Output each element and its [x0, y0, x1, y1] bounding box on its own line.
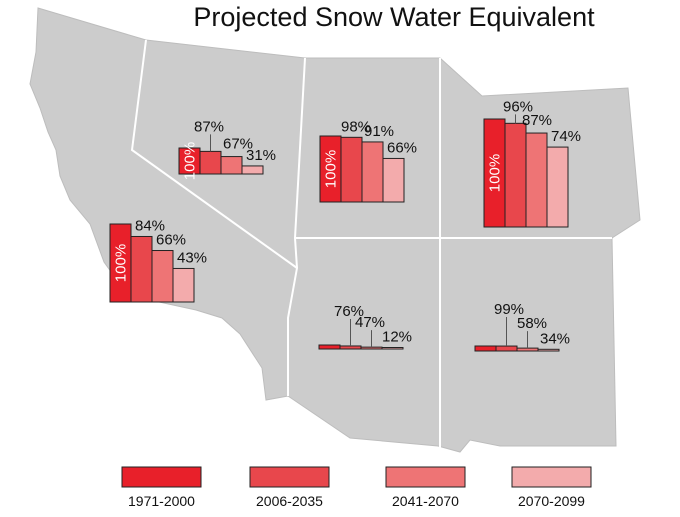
bar-new-mexico-1971-2000	[474, 345, 497, 352]
value-label-northern-rockies-2041-2070: 91%	[364, 123, 394, 140]
legend-label: 2006-2035	[256, 493, 323, 509]
value-label-central-rockies-2006-2035: 96%	[503, 98, 533, 115]
bar-great-basin-2041-2070	[220, 156, 243, 175]
bar-arizona-1971-2000	[318, 344, 341, 350]
bar-northern-rockies-2070-2099	[382, 157, 405, 203]
region-bar-groups: 100%84%66%43%100%87%67%31% 100%98%91%66%1…	[109, 98, 581, 352]
legend-item-1971-2000: 1971-2000	[121, 466, 202, 509]
region-arizona: 76%47%12%	[318, 303, 412, 350]
value-label-central-rockies-1971-2000: 100%	[487, 154, 504, 192]
legend-swatch	[385, 466, 466, 488]
region-california: 100% 84%66%43%	[109, 217, 207, 303]
bar-new-mexico-2041-2070	[516, 347, 539, 352]
legend-swatch	[511, 466, 592, 488]
value-label-arizona-2006-2035: 76%	[334, 303, 364, 320]
value-label-great-basin-2041-2070: 67%	[223, 136, 253, 153]
value-label-central-rockies-2041-2070: 87%	[522, 112, 552, 129]
bar-central-rockies-2006-2035	[504, 122, 527, 228]
value-label-california-2070-2099: 43%	[177, 249, 207, 266]
bar-arizona-2041-2070	[360, 346, 383, 350]
value-label-central-rockies-2070-2099: 74%	[551, 128, 581, 145]
legend-item-2070-2099: 2070-2099	[511, 466, 592, 509]
value-label-arizona-2070-2099: 12%	[382, 329, 412, 346]
legend: 1971-2000 2006-2035 2041-2070 2070-2099	[121, 466, 592, 509]
bar-central-rockies-2070-2099	[546, 146, 569, 228]
value-label-great-basin-1971-2000: 100%	[182, 142, 199, 180]
bar-northern-rockies-2041-2070	[361, 141, 384, 203]
value-label-northern-rockies-1971-2000: 100%	[323, 150, 340, 188]
value-label-northern-rockies-2006-2035: 98%	[341, 118, 371, 135]
value-label-new-mexico-2070-2099: 34%	[540, 330, 570, 347]
bar-new-mexico-2070-2099	[537, 348, 560, 352]
value-label-california-1971-2000: 100%	[113, 244, 130, 282]
bar-arizona-2070-2099	[381, 347, 404, 350]
legend-label: 1971-2000	[128, 493, 195, 509]
legend-item-2041-2070: 2041-2070	[385, 466, 466, 509]
value-label-great-basin-2006-2035: 87%	[194, 118, 224, 135]
value-label-new-mexico-2006-2035: 99%	[494, 301, 524, 318]
bar-california-2006-2035	[130, 235, 153, 303]
bar-great-basin-2070-2099	[241, 165, 264, 175]
legend-swatch	[121, 466, 202, 488]
value-label-great-basin-2070-2099: 31%	[246, 147, 276, 164]
value-label-california-2006-2035: 84%	[135, 217, 165, 234]
state-borders	[130, 39, 612, 448]
legend-item-2006-2035: 2006-2035	[249, 466, 330, 509]
region-northern-rockies: 100%98%91%66%	[319, 118, 417, 203]
legend-swatch	[249, 466, 330, 488]
bar-great-basin-2006-2035	[199, 150, 222, 175]
region-central-rockies: 100% 96%87%74%	[483, 98, 581, 228]
bar-central-rockies-2041-2070	[525, 132, 548, 228]
bar-new-mexico-2006-2035	[495, 345, 518, 352]
value-label-northern-rockies-2070-2099: 66%	[387, 139, 417, 156]
region-great-basin: 100% 87%67%31%	[178, 118, 276, 180]
chart-title: Projected Snow Water Equivalent	[193, 2, 595, 32]
bar-northern-rockies-2006-2035	[340, 136, 363, 203]
legend-label: 2041-2070	[392, 493, 459, 509]
bar-california-2070-2099	[172, 267, 195, 303]
value-label-california-2041-2070: 66%	[156, 232, 186, 249]
bar-arizona-2006-2035	[339, 345, 362, 350]
value-label-new-mexico-2041-2070: 58%	[517, 315, 547, 332]
legend-label: 2070-2099	[518, 493, 585, 509]
value-label-arizona-2041-2070: 47%	[355, 314, 385, 331]
region-new-mexico: 99%58%34%	[474, 301, 570, 352]
bar-california-2041-2070	[151, 250, 174, 303]
